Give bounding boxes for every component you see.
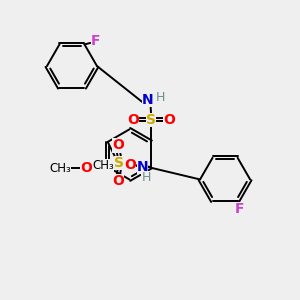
Text: S: S	[115, 156, 124, 170]
Text: H: H	[156, 91, 166, 104]
Text: H: H	[141, 171, 151, 184]
Text: O: O	[124, 158, 136, 172]
Text: O: O	[164, 113, 175, 127]
Text: S: S	[146, 113, 156, 127]
Text: O: O	[127, 113, 139, 127]
Text: CH₃: CH₃	[92, 159, 114, 172]
Text: F: F	[91, 34, 100, 49]
Text: F: F	[234, 202, 244, 216]
Text: O: O	[112, 138, 124, 152]
Text: N: N	[136, 160, 148, 174]
Text: CH₃: CH₃	[49, 162, 71, 175]
Text: O: O	[112, 174, 124, 188]
Text: N: N	[142, 93, 153, 107]
Text: O: O	[81, 161, 92, 176]
